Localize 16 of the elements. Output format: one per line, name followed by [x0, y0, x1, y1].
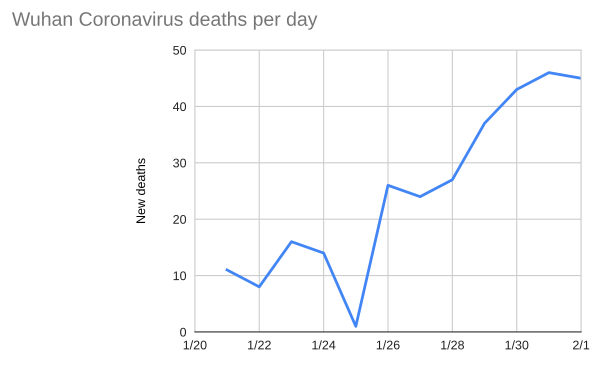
y-tick-label: 50	[173, 46, 186, 55]
x-tick-label: 1/30	[506, 340, 528, 350]
x-tick-label: 2/1	[573, 340, 590, 350]
y-tick-label: 10	[174, 271, 186, 280]
y-tick-label: 30	[173, 158, 186, 168]
x-tick-label: 1/20	[184, 340, 207, 350]
line-series	[226, 71, 582, 328]
y-tick-label: 20	[173, 214, 186, 224]
x-tick-label: 1/24	[312, 340, 336, 350]
x-tick-label: 1/22	[248, 340, 271, 350]
chart-title: Wuhan Coronavirus deaths per day	[12, 12, 318, 30]
y-tick-label: 40	[172, 102, 186, 112]
y-axis-title: New deaths	[136, 158, 146, 223]
y-tick-label: 0	[180, 328, 186, 337]
x-tick-label: 1/26	[376, 340, 400, 350]
x-tick-label: 1/28	[441, 340, 464, 350]
